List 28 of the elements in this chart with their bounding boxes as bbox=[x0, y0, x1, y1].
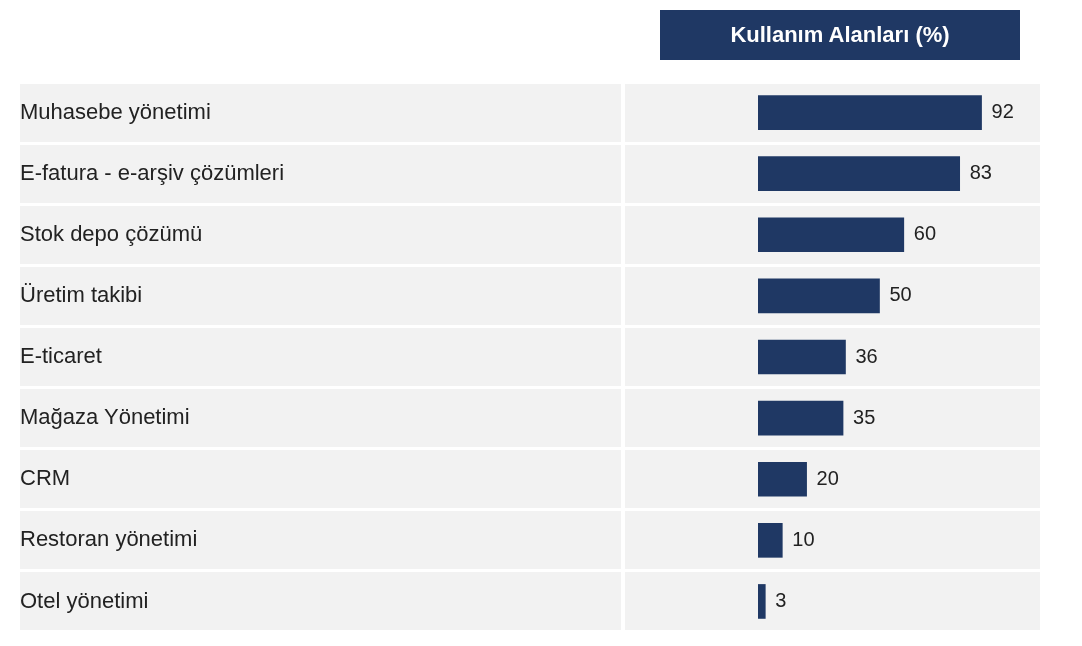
chart-title: Kullanım Alanları (%) bbox=[660, 10, 1020, 60]
y-tick-label: CRM bbox=[20, 465, 71, 491]
y-tick-label: Mağaza Yönetimi bbox=[20, 404, 190, 430]
data-label: 20 bbox=[816, 466, 839, 489]
data-label: 50 bbox=[889, 283, 912, 306]
data-label: 3 bbox=[775, 588, 787, 611]
data-label: 83 bbox=[969, 161, 992, 184]
y-tick-label: E-ticaret bbox=[20, 343, 102, 369]
bar bbox=[758, 95, 982, 130]
bar bbox=[758, 523, 783, 558]
bar bbox=[758, 584, 766, 619]
bar bbox=[758, 339, 846, 375]
data-label: 35 bbox=[853, 405, 876, 428]
bar bbox=[758, 156, 961, 191]
y-tick-label: Muhasebe yönetimi bbox=[20, 98, 211, 124]
data-label: 60 bbox=[913, 222, 937, 245]
bar bbox=[758, 461, 807, 497]
bar bbox=[758, 217, 905, 253]
y-tick-label: Üretim takibi bbox=[20, 281, 143, 307]
y-tick-label: Otel yönetimi bbox=[20, 587, 149, 613]
bar bbox=[758, 400, 844, 436]
data-label: 36 bbox=[855, 344, 878, 367]
y-tick-label: Stok depo çözümü bbox=[20, 220, 203, 246]
y-tick-label: Restoran yönetimi bbox=[20, 526, 198, 552]
y-tick-label: E-fatura - e-arşiv çözümleri bbox=[20, 159, 285, 185]
data-label: 10 bbox=[792, 527, 815, 550]
data-label: 92 bbox=[991, 100, 1014, 123]
bar bbox=[758, 278, 880, 314]
